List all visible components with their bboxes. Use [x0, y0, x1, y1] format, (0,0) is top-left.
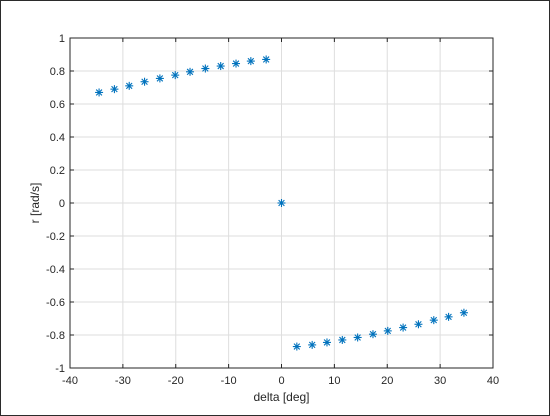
grid — [69, 37, 494, 369]
data-point — [201, 64, 210, 73]
data-point — [353, 333, 362, 342]
data-point — [277, 199, 286, 207]
y-tick-label: -0.8 — [46, 330, 65, 342]
data-point — [292, 342, 301, 351]
data-point — [232, 59, 241, 68]
data-point — [322, 338, 331, 347]
y-tick-label: -0.6 — [46, 297, 65, 309]
data-point — [444, 312, 453, 321]
y-tick-label: 0.2 — [50, 165, 65, 177]
x-axis-title: delta [deg] — [253, 390, 309, 404]
y-tick-label: 0.8 — [50, 66, 65, 78]
data-point — [216, 62, 225, 71]
data-point — [125, 81, 134, 90]
data-point — [262, 55, 271, 64]
y-tick-label: 0.4 — [50, 132, 65, 144]
y-tick-label: 0.6 — [50, 99, 65, 111]
y-tick-labels: -1 -0.8 -0.6 -0.4 -0.2 0 0.2 0.4 0.6 0.8 1 — [46, 33, 65, 375]
data-point — [140, 77, 149, 86]
data-point — [429, 316, 438, 325]
data-point — [155, 74, 164, 83]
data-point — [308, 340, 317, 349]
x-tick-label: 0 — [278, 375, 284, 387]
x-tick-label: -10 — [221, 375, 237, 387]
x-tick-label: -20 — [168, 375, 184, 387]
data-point — [338, 335, 347, 344]
x-tick-label: 40 — [487, 375, 499, 387]
x-tick-label: -40 — [62, 375, 78, 387]
x-tick-labels: -40 -30 -20 -10 0 10 20 30 40 — [62, 375, 499, 387]
data-point — [399, 323, 408, 332]
x-tick-label: 20 — [381, 375, 393, 387]
data-point — [383, 326, 392, 335]
y-tick-label: 1 — [59, 33, 65, 45]
y-tick-label: -0.2 — [46, 231, 65, 243]
data-points — [95, 55, 468, 351]
data-point — [186, 67, 195, 76]
y-tick-label: 0 — [59, 198, 65, 210]
data-point — [110, 85, 119, 94]
data-point — [368, 330, 377, 339]
y-axis-title: r [rad/s] — [28, 183, 42, 224]
y-tick-label: -1 — [55, 363, 65, 375]
x-tick-label: 30 — [434, 375, 446, 387]
data-point — [171, 71, 180, 80]
data-point — [95, 88, 104, 97]
x-tick-label: -30 — [115, 375, 131, 387]
data-point — [459, 308, 468, 317]
data-point — [414, 320, 423, 329]
data-point — [246, 57, 255, 66]
tick-marks — [69, 37, 494, 369]
y-tick-label: -0.4 — [46, 264, 65, 276]
x-tick-label: 10 — [328, 375, 340, 387]
